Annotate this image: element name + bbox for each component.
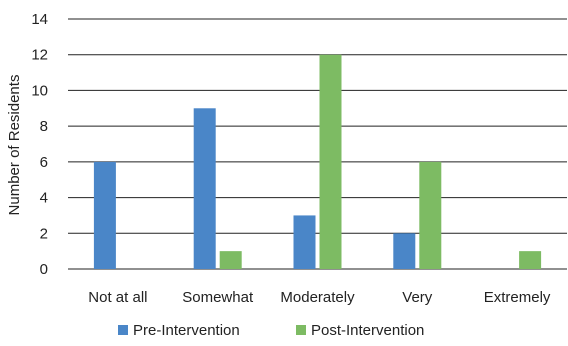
x-axis-ticks: Not at all Somewhat Moderately Very Extremel… <box>88 289 551 306</box>
y-tick-label-8: 8 <box>40 118 48 135</box>
bar-pre-intervention-somewhat <box>193 108 216 270</box>
bar-pre-intervention-not-at-all <box>93 161 116 269</box>
legend: Pre-Intervention Post-Intervention <box>118 322 424 339</box>
y-tick-label-0: 0 <box>40 261 48 278</box>
bar-pre-intervention-very <box>393 233 416 269</box>
y-tick-label-12: 12 <box>31 47 48 64</box>
x-tick-label-moderately: Moderately <box>280 289 355 306</box>
bar-post-intervention-extremely <box>519 251 542 269</box>
legend-swatch-post-intervention <box>296 325 306 335</box>
bar-post-intervention-somewhat <box>219 251 242 269</box>
y-tick-label-2: 2 <box>40 225 48 242</box>
bar-post-intervention-very <box>419 161 442 269</box>
y-tick-label-14: 14 <box>31 11 48 28</box>
y-tick-label-4: 4 <box>40 190 48 207</box>
gridlines <box>68 18 567 270</box>
legend-label-post-intervention: Post-Intervention <box>311 322 424 339</box>
y-axis-title: Number of Residents <box>6 75 23 216</box>
x-tick-label-somewhat: Somewhat <box>182 289 254 306</box>
legend-label-pre-intervention: Pre-Intervention <box>133 322 240 339</box>
x-tick-label-extremely: Extremely <box>484 289 551 306</box>
y-tick-label-6: 6 <box>40 154 48 171</box>
bar-post-intervention-moderately <box>319 54 342 269</box>
x-tick-label-not-at-all: Not at all <box>88 289 147 306</box>
bars <box>93 54 542 270</box>
x-tick-label-very: Very <box>402 289 433 306</box>
y-tick-label-10: 10 <box>31 82 48 99</box>
bar-pre-intervention-moderately <box>293 215 316 269</box>
legend-swatch-pre-intervention <box>118 325 128 335</box>
y-axis-ticks: 0 2 4 6 8 10 12 14 <box>31 11 48 278</box>
